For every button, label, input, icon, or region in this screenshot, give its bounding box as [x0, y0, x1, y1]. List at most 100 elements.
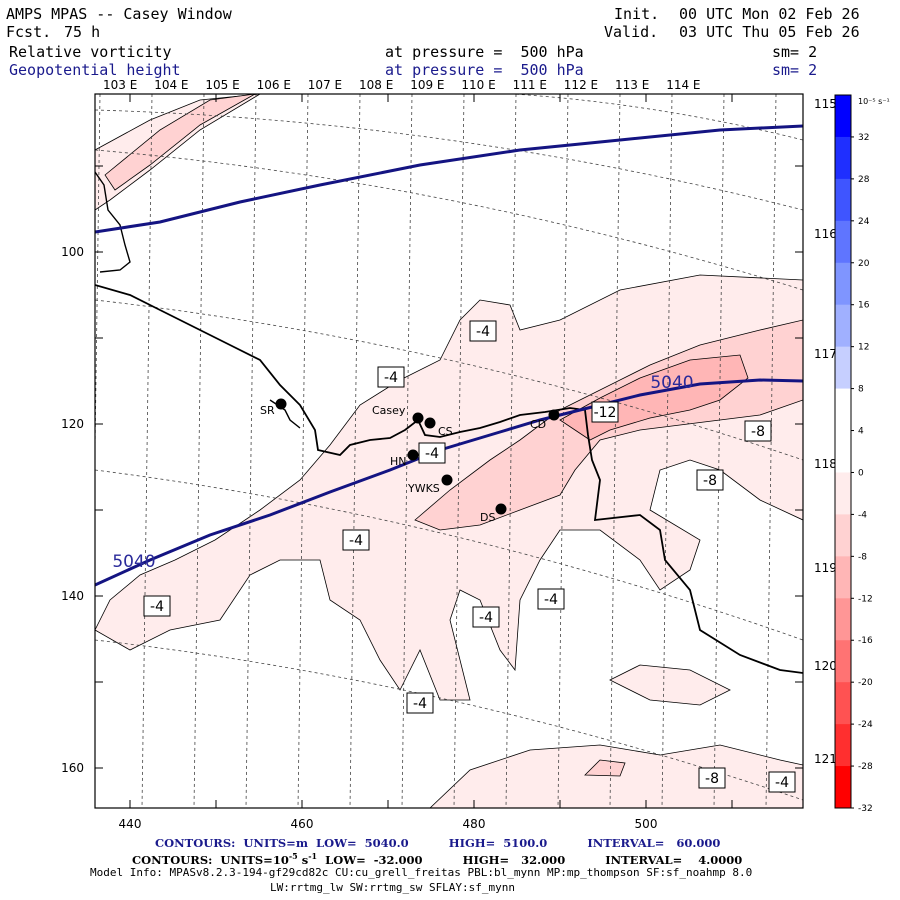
vorticity-band-upper-left	[95, 94, 261, 211]
svg-text:-8: -8	[703, 473, 717, 489]
y-tick-label: 140	[61, 589, 84, 603]
svg-text:-4: -4	[775, 775, 789, 791]
footer-vorticity-contours: CONTOURS: UNITS=10-5 s-1 LOW= -32.000 HI…	[132, 851, 743, 867]
colorbar-label: -32	[858, 804, 873, 814]
colorbar-swatch	[835, 304, 851, 348]
svg-text:-4: -4	[384, 370, 398, 386]
colorbar-swatch	[835, 388, 851, 432]
init-value: 00 UTC Mon 02 Feb 26	[679, 5, 860, 23]
colorbar-swatch	[835, 136, 851, 180]
colorbar-swatch	[835, 262, 851, 306]
colorbar-swatch	[835, 640, 851, 683]
colorbar-swatch	[835, 556, 851, 599]
meridian-line	[401, 94, 413, 808]
field1-level: at pressure = 500 hPa	[385, 43, 584, 61]
fcst-label: Fcst.	[6, 23, 52, 41]
contour-label: -12	[591, 401, 619, 423]
colorbar-label: 12	[858, 343, 869, 353]
colorbar-label: -8	[858, 552, 867, 562]
colorbar-swatch	[835, 472, 851, 515]
top-lon-label: 110 E	[461, 78, 495, 92]
x-tick-label: 460	[291, 817, 314, 831]
colorbar-swatch	[835, 682, 851, 725]
x-tick-label: 440	[119, 817, 142, 831]
colorbar-label: 16	[858, 301, 870, 311]
colorbar-frame	[834, 94, 852, 809]
meridian-line	[818, 94, 828, 808]
station-marker: SR	[260, 398, 287, 417]
footer-units-b: s	[301, 852, 309, 867]
colorbar-swatch	[835, 220, 851, 264]
svg-text:-12: -12	[594, 405, 617, 421]
svg-text:-4: -4	[479, 610, 493, 626]
contour-label: -8	[744, 420, 772, 442]
colorbar-label: 28	[858, 175, 870, 185]
height-contour-label: 5040	[112, 552, 155, 572]
colorbar-label: 4	[858, 427, 864, 437]
field1-name: Relative vorticity	[9, 43, 172, 61]
colorbar-swatch	[835, 346, 851, 390]
colorbar-swatch	[835, 178, 851, 222]
station-label: Casey	[372, 404, 406, 417]
y-tick-label: 100	[61, 245, 84, 259]
footer-units-c: LOW= -32.000 HIGH= 32.000 INTERVAL= 4.00…	[317, 852, 743, 867]
colorbar-swatch	[835, 766, 851, 809]
contour-label: -4	[406, 692, 434, 714]
contour-label: -4	[418, 442, 446, 464]
footer-physics: LW:rrtmg_lw SW:rrtmg_sw SFLAY:sf_mynn	[270, 881, 516, 894]
coastline	[95, 284, 803, 674]
svg-text:-4: -4	[413, 696, 427, 712]
top-lon-label: 109 E	[410, 78, 444, 92]
vorticity-band-upper-left-core	[104, 94, 256, 191]
top-longitude-labels: 103 E 104 E 105 E 106 E 107 E 108 E 109 E 110 E…	[103, 78, 701, 92]
contour-label: -4	[469, 320, 497, 342]
footer-model-info: Model Info: MPASv8.2.3-194-gf29cd82c CU:…	[90, 866, 753, 879]
meridian-line	[141, 94, 153, 808]
station-marker: CS	[424, 417, 453, 438]
svg-text:-4: -4	[476, 324, 490, 340]
svg-text:-8: -8	[705, 771, 719, 787]
axis-ticks	[95, 94, 803, 808]
colorbar-label: -28	[858, 762, 873, 772]
contour-label: -4	[537, 588, 565, 610]
svg-text:-4: -4	[349, 533, 363, 549]
station-label: HN	[390, 455, 407, 468]
meridian-line	[609, 94, 621, 808]
parallel-line	[95, 109, 803, 211]
footer-height-contours: CONTOURS: UNITS=m LOW= 5040.0 HIGH= 5100…	[155, 836, 721, 850]
meridian-line	[713, 94, 725, 808]
colorbar-label: 20	[858, 259, 870, 269]
meridian-line	[193, 94, 205, 808]
contour-label: -4	[472, 606, 500, 628]
colorbar-swatch	[835, 724, 851, 767]
meridian-line	[765, 94, 777, 808]
parallel-line	[95, 469, 803, 641]
parallel-line	[95, 149, 803, 291]
top-lon-label: 114 E	[666, 78, 700, 92]
contour-labels: -4 -4 -4 -4 -4 -4 -4 -4 -4 -8 -8 -8 -12 5040 5040	[112, 320, 796, 793]
colorbar: 32 28 24 20 16 12 8 4 0 -4 -8 -12 -16 -20 -24 -28 -32	[834, 94, 873, 814]
vorticity-band-bottom-core	[584, 759, 626, 777]
colorbar-label: -16	[858, 636, 873, 646]
colorbar-label: 32	[858, 133, 869, 143]
fcst-value: 75 h	[64, 23, 101, 41]
station-marker: YWKS	[407, 474, 453, 495]
contour-label: -4	[768, 771, 796, 793]
vorticity-band-bottom	[429, 744, 803, 808]
vorticity-fill-layer	[95, 94, 828, 808]
app-title: AMPS MPAS -- Casey Window	[6, 5, 232, 23]
colorbar-label: 8	[858, 385, 864, 395]
vorticity-contour-minus4-right	[609, 664, 731, 706]
field2-sm: sm= 2	[772, 61, 818, 79]
stations: SR Casey CS HN YWKS DS CD	[260, 398, 560, 524]
top-lon-label: 103 E	[103, 78, 137, 92]
x-tick-label: 500	[635, 817, 658, 831]
y-tick-label: 160	[61, 761, 84, 775]
svg-text:-4: -4	[544, 592, 558, 608]
contour-label: -8	[696, 469, 724, 491]
station-label: CS	[438, 425, 453, 438]
meridian-line	[245, 94, 257, 808]
valid-label: Valid.	[604, 23, 659, 41]
top-lon-label: 108 E	[359, 78, 393, 92]
